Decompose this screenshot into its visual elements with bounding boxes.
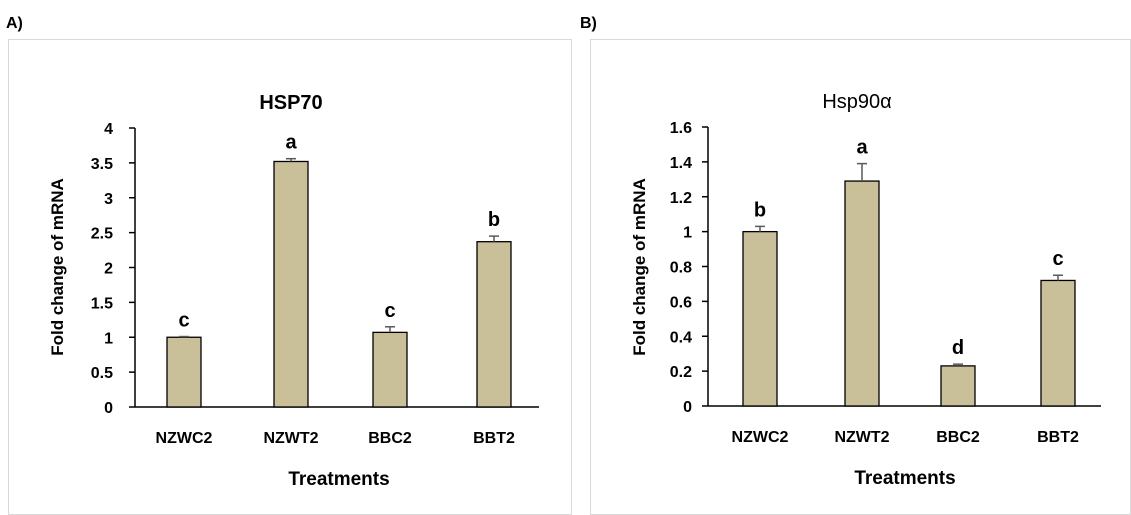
- y-tick-label: 3.5: [91, 156, 113, 173]
- significance-letter: c: [178, 310, 189, 332]
- chart-title: HSP70: [259, 92, 322, 114]
- y-tick-label: 0.5: [91, 365, 113, 382]
- significance-letter: c: [384, 300, 395, 322]
- x-tick-label: BBC2: [936, 429, 980, 446]
- y-tick-label: 1.5: [91, 295, 113, 312]
- x-tick-label: NZWT2: [263, 430, 318, 447]
- significance-letter: a: [856, 137, 868, 159]
- bar-nzwt2: [273, 160, 309, 408]
- x-tick-label: NZWC2: [156, 430, 213, 447]
- significance-letter: b: [488, 209, 500, 231]
- y-tick-label: 1: [104, 330, 113, 347]
- y-tick-label: 0.6: [670, 294, 692, 311]
- y-tick-label: 0: [683, 399, 692, 416]
- bar-nzwc2: [742, 230, 778, 407]
- y-axis-label: Fold change of mRNA: [630, 178, 649, 356]
- panel-label-b: B): [580, 15, 597, 32]
- bar-bbt2: [1040, 279, 1076, 407]
- significance-letter: c: [1052, 248, 1063, 270]
- y-tick-label: 0: [104, 400, 113, 417]
- y-tick-label: 2: [104, 261, 113, 278]
- y-tick-label: 0.2: [670, 364, 692, 381]
- chart-frame-hsp70: HSP70 0 0.5 1 1.5 2 2.5 3 3.5 4 c NZWC2 a NZWT2 c BBC2 b…: [8, 39, 572, 515]
- y-tick-label: 2.5: [91, 226, 113, 243]
- chart-hsp90a: Hsp90α 0 0.2 0.4 0.6 0.8 1 1.2 1.4 1.6 b NZWC2 a NZWT…: [630, 91, 1101, 489]
- x-tick-label: BBT2: [1037, 429, 1079, 446]
- x-tick-label: BBC2: [368, 430, 412, 447]
- significance-letter: d: [952, 337, 964, 359]
- y-tick-label: 1: [683, 225, 692, 242]
- y-tick-label: 1.4: [670, 155, 692, 172]
- chart-title: Hsp90α: [822, 91, 891, 113]
- x-tick-label: BBT2: [473, 430, 515, 447]
- x-tick-label: NZWT2: [834, 429, 889, 446]
- significance-letter: b: [754, 199, 766, 221]
- x-tick-label: NZWC2: [732, 429, 789, 446]
- bar-nzwc2: [166, 336, 202, 408]
- y-tick-label: 1.6: [670, 120, 692, 137]
- x-axis-label: Treatments: [854, 468, 955, 489]
- y-axis-label: Fold change of mRNA: [48, 178, 67, 356]
- bar-nzwt2: [844, 180, 880, 407]
- x-axis-label: Treatments: [288, 469, 389, 490]
- panel-label-a: A): [6, 15, 23, 32]
- bar-bbc2: [372, 331, 408, 408]
- bar-bbt2: [476, 241, 512, 408]
- y-tick-label: 1.2: [670, 190, 692, 207]
- y-tick-label: 3: [104, 191, 113, 208]
- significance-letter: a: [285, 132, 297, 154]
- chart-hsp70: HSP70 0 0.5 1 1.5 2 2.5 3 3.5 4 c NZWC2 a NZWT2 c BBC2 b…: [48, 92, 539, 490]
- y-tick-label: 0.8: [670, 260, 692, 277]
- chart-frame-hsp90a: Hsp90α 0 0.2 0.4 0.6 0.8 1 1.2 1.4 1.6 b NZWC2 a NZWT…: [590, 39, 1131, 515]
- y-tick-label: 4: [104, 121, 113, 138]
- bar-bbc2: [940, 365, 976, 407]
- y-tick-label: 0.4: [670, 329, 692, 346]
